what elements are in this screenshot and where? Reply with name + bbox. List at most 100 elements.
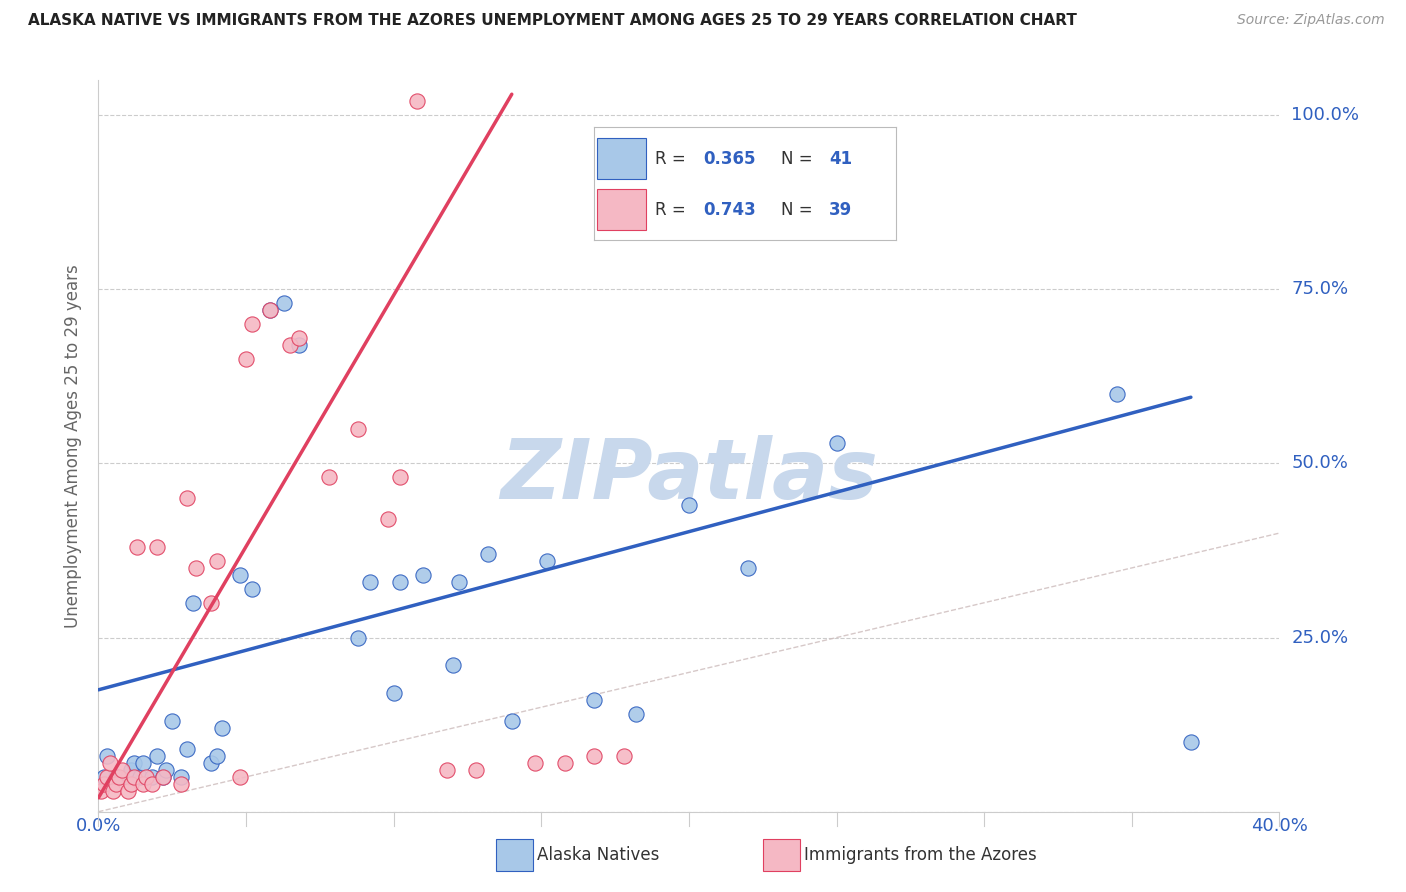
Point (377, 512, 399, 526)
Point (613, 749, 636, 764)
Point (240, 582, 263, 596)
Point (200, 596, 222, 610)
Y-axis label: Unemployment Among Ages 25 to 29 years: Unemployment Among Ages 25 to 29 years (65, 264, 83, 628)
Point (155, 763, 177, 777)
Point (1105, 386, 1128, 401)
Point (447, 574, 470, 589)
Point (152, 770, 174, 784)
Text: ZIPatlas: ZIPatlas (501, 434, 877, 516)
Point (259, 303, 281, 318)
Text: N =: N = (782, 201, 818, 219)
Point (477, 547, 499, 561)
Point (93, 770, 115, 784)
Point (288, 338, 311, 352)
Text: Alaska Natives: Alaska Natives (537, 847, 659, 864)
Text: 0.365: 0.365 (703, 150, 755, 168)
Point (382, 686, 405, 700)
Point (436, 763, 458, 777)
Point (176, 491, 198, 506)
Point (128, 770, 150, 784)
Point (825, 435, 848, 450)
Text: Immigrants from the Azores: Immigrants from the Azores (804, 847, 1038, 864)
Point (229, 567, 252, 582)
Point (536, 554, 558, 568)
Text: 41: 41 (830, 150, 852, 168)
Point (200, 756, 222, 770)
Point (141, 777, 163, 791)
Point (132, 777, 155, 791)
Point (235, 351, 257, 366)
Point (465, 763, 488, 777)
Point (259, 303, 281, 318)
Point (170, 770, 193, 784)
Point (111, 763, 134, 777)
Text: 75.0%: 75.0% (1291, 280, 1348, 298)
Point (501, 714, 523, 728)
Text: Source: ZipAtlas.com: Source: ZipAtlas.com (1237, 13, 1385, 28)
Point (117, 784, 139, 798)
Point (105, 770, 128, 784)
Point (554, 756, 576, 770)
Point (388, 470, 411, 484)
Point (135, 770, 157, 784)
Point (678, 498, 700, 512)
Point (205, 749, 228, 764)
Text: 39: 39 (830, 201, 852, 219)
Text: 0.743: 0.743 (703, 201, 755, 219)
Point (117, 770, 139, 784)
Text: 100.0%: 100.0% (1291, 106, 1360, 124)
Point (162, 714, 183, 728)
Point (412, 567, 434, 582)
Point (278, 338, 302, 352)
Text: R =: R = (655, 150, 690, 168)
Point (120, 777, 142, 791)
Point (441, 658, 464, 673)
Point (388, 574, 411, 589)
Text: 25.0%: 25.0% (1291, 629, 1348, 647)
Point (240, 317, 263, 331)
Point (737, 561, 759, 575)
Point (288, 331, 311, 345)
Text: ALASKA NATIVE VS IMMIGRANTS FROM THE AZORES UNEMPLOYMENT AMONG AGES 25 TO 29 YEA: ALASKA NATIVE VS IMMIGRANTS FROM THE AZO… (28, 13, 1077, 29)
Point (624, 707, 647, 722)
Point (122, 770, 145, 784)
Point (122, 756, 145, 770)
Point (229, 770, 252, 784)
Point (105, 777, 128, 791)
Point (98, 756, 121, 770)
Point (170, 777, 193, 791)
Point (146, 540, 169, 554)
Point (141, 770, 163, 784)
Point (96, 749, 118, 764)
Text: N =: N = (782, 150, 818, 168)
Point (318, 470, 340, 484)
Point (120, 763, 142, 777)
Text: R =: R = (655, 201, 690, 219)
FancyBboxPatch shape (598, 138, 645, 179)
Point (93, 777, 115, 791)
Point (583, 749, 606, 764)
Point (176, 742, 198, 756)
Point (359, 574, 381, 589)
Point (146, 749, 169, 764)
Point (152, 770, 174, 784)
Point (583, 693, 606, 707)
Point (125, 540, 148, 554)
Point (211, 721, 233, 735)
Point (347, 631, 370, 645)
Point (1180, 735, 1202, 749)
Point (406, 94, 429, 108)
Point (108, 770, 131, 784)
Point (273, 296, 295, 310)
Point (347, 421, 370, 435)
Point (181, 596, 204, 610)
Point (524, 756, 547, 770)
Text: 50.0%: 50.0% (1291, 454, 1348, 473)
Point (90, 784, 112, 798)
Point (132, 756, 155, 770)
Point (205, 554, 228, 568)
Point (103, 784, 125, 798)
FancyBboxPatch shape (598, 189, 645, 230)
Point (184, 561, 207, 575)
Point (96, 770, 118, 784)
